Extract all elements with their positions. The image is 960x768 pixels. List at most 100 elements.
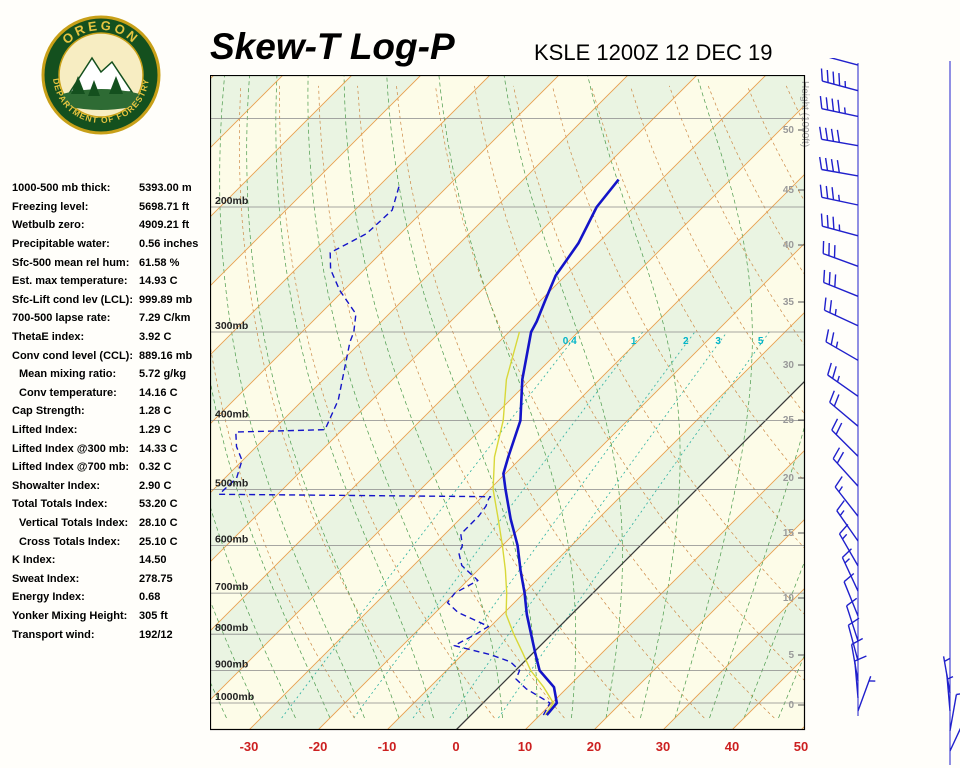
index-value: 14.16 C [139, 386, 178, 399]
wind-barb [832, 447, 859, 487]
wind-barb [841, 548, 859, 592]
x-axis-label: 20 [587, 739, 601, 754]
index-row: Freezing level: 5698.71 ft [12, 198, 212, 217]
x-axis-label: 10 [518, 739, 532, 754]
logo-tree-icon [88, 80, 100, 96]
index-row: Lifted Index: 1.29 C [12, 421, 212, 440]
index-value: 3.92 C [139, 331, 172, 344]
index-row: Precipitable water: 0.56 inches [12, 235, 212, 254]
wind-barb [946, 674, 954, 712]
index-row: Showalter Index: 2.90 C [12, 477, 212, 496]
wind-barb [825, 329, 859, 361]
index-label: Conv cond level (CCL): [12, 349, 134, 362]
wind-barb-column [819, 58, 960, 765]
index-label: Total Totals Index: [12, 498, 108, 511]
station-id: KSLE 1200Z 12 DEC 19 [534, 40, 773, 65]
pressure-label: 900mb [215, 659, 248, 671]
index-row: Est. max temperature: 14.93 C [12, 272, 212, 291]
wind-barb [829, 390, 859, 427]
wind-barb [819, 126, 859, 147]
index-value: 14.93 C [139, 275, 178, 288]
index-label: Precipitable water: [12, 238, 110, 251]
index-label: Freezing level: [12, 200, 89, 213]
index-value: 14.50 [139, 554, 167, 567]
index-label: Showalter Index: [12, 479, 101, 492]
index-row: Cross Totals Index: 25.10 C [12, 532, 212, 551]
pressure-label: 700mb [215, 581, 248, 593]
height-tick-label: 10 [783, 593, 795, 604]
logo-ground [62, 89, 140, 110]
temperature-trace [502, 178, 620, 716]
index-row: Lifted Index @700 mb: 0.32 C [12, 458, 212, 477]
wind-barb [843, 572, 859, 617]
index-row: Conv cond level (CCL): 889.16 mb [12, 346, 212, 365]
index-row: Wetbulb zero: 4909.21 ft [12, 216, 212, 235]
wind-barb [854, 655, 867, 698]
index-row: K Index: 14.50 [12, 551, 212, 570]
index-label: Lifted Index @300 mb: [12, 442, 130, 455]
index-value: 14.33 C [139, 442, 178, 455]
index-value: 5393.00 m [139, 182, 192, 195]
wind-barb [820, 213, 859, 237]
index-label: Lifted Index @700 mb: [12, 461, 130, 474]
wind-barb [949, 727, 960, 752]
wind-barb [831, 418, 859, 457]
index-value: 5698.71 ft [139, 200, 190, 213]
page-title: Skew-T Log-P [210, 26, 455, 67]
odf-logo: OREGON DEPARTMENT OF FORESTRY [41, 15, 161, 135]
index-label: Wetbulb zero: [12, 219, 85, 232]
index-value: 28.10 C [139, 516, 178, 529]
x-axis-label: 40 [725, 739, 739, 754]
wind-barb [828, 58, 859, 66]
index-label: Cross Totals Index: [19, 535, 121, 548]
height-tick-label: 0 [788, 700, 794, 711]
pressure-label: 300mb [215, 320, 248, 332]
index-label: Transport wind: [12, 628, 95, 641]
index-value: 5.72 g/kg [139, 368, 187, 381]
index-row: Total Totals Index: 53.20 C [12, 495, 212, 514]
index-label: K Index: [12, 554, 56, 567]
wind-barb [823, 269, 859, 297]
wetbulb-trace [492, 331, 555, 716]
index-row: Sweat Index: 278.75 [12, 569, 212, 588]
height-tick-label: 15 [783, 528, 795, 539]
height-tick-label: 45 [783, 185, 795, 196]
index-value: 305 ft [139, 609, 168, 622]
height-tick-label: 50 [783, 125, 795, 136]
index-label: 1000-500 mb thick: [12, 182, 111, 195]
logo-tree-icon [109, 76, 123, 94]
wind-barb [819, 96, 859, 118]
wind-barb [822, 240, 859, 267]
index-value: 192/12 [139, 628, 173, 641]
wind-barb [949, 693, 960, 732]
index-label: ThetaE index: [12, 331, 85, 344]
index-label: Est. max temperature: [12, 275, 128, 288]
index-label: Vertical Totals Index: [19, 516, 129, 529]
wind-barb [823, 297, 859, 327]
wind-barb [838, 523, 859, 567]
pressure-label: 400mb [215, 409, 248, 421]
height-tick-label: 40 [783, 240, 795, 251]
x-axis-label: 50 [794, 739, 808, 754]
x-axis-label: 0 [452, 739, 459, 754]
mixing-ratio-label: 2 [683, 336, 689, 347]
index-label: 700-500 lapse rate: [12, 312, 111, 325]
index-value: 61.58 % [139, 256, 180, 269]
height-tick-label: 35 [783, 297, 795, 308]
index-row: 1000-500 mb thick: 5393.00 m [12, 179, 212, 198]
x-axis-label: -30 [240, 739, 259, 754]
mixing-ratio-label: 5 [758, 336, 764, 347]
index-value: 0.68 [139, 591, 161, 604]
index-value: 4909.21 ft [139, 219, 190, 232]
height-tick-label: 20 [783, 473, 795, 484]
index-row: Mean mixing ratio: 5.72 g/kg [12, 365, 212, 384]
height-tick-label: 5 [788, 650, 794, 661]
skewt-chart: 0.4 1 2 3 5200mb300mb400mb500mb600mb700mb800… [210, 75, 810, 754]
wind-barb [857, 675, 876, 712]
logo-tree-icon [71, 76, 85, 94]
pressure-label: 500mb [215, 477, 248, 489]
index-value: 0.32 C [139, 461, 172, 474]
wind-barb [820, 68, 859, 92]
index-label: Sfc-Lift cond lev (LCL): [12, 293, 133, 306]
